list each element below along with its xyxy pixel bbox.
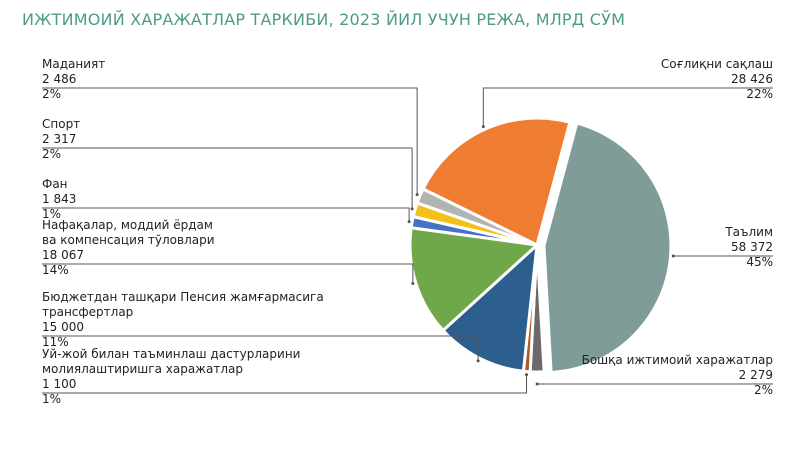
slice-label: Уй-жой билан таъминлаш дастурларини моли…	[42, 347, 300, 407]
leader-line	[42, 374, 528, 394]
percent-label: 2%	[42, 147, 62, 161]
pie-slice	[408, 226, 541, 333]
slice-label: Фан 1 843 1%	[42, 177, 76, 222]
leader-dot	[481, 125, 485, 129]
slice-label: Нафақалар, моддий ёрдам ва компенсация т…	[42, 218, 215, 278]
leader-dot	[671, 254, 675, 258]
leader-line	[42, 263, 414, 284]
leader-dot	[410, 207, 414, 211]
percent-label: 2%	[42, 87, 62, 101]
category-label: Бюджетдан ташқари Пенсия жамғармасига тр…	[42, 290, 324, 319]
pie-slice	[421, 116, 572, 248]
chart-title: ИЖТИМОИЙ ХАРАЖАТЛАР ТАРКИБИ, 2023 ЙИЛ УЧ…	[22, 10, 626, 29]
value-label: 18 067	[42, 248, 84, 262]
percent-label: 14%	[42, 263, 69, 277]
leader-dot	[407, 220, 411, 224]
slice-label: Маданият 2 486 2%	[42, 57, 105, 102]
category-label: Соғлиқни сақлаш	[660, 57, 773, 71]
leader-dot	[535, 382, 539, 386]
percent-label: 22%	[746, 87, 773, 101]
pie-slice	[542, 121, 673, 375]
value-label: 2 279	[738, 368, 773, 382]
pie-slice	[440, 241, 539, 373]
category-label: Бошқа ижтимоий харажатлар	[581, 353, 773, 367]
slice-label: Соғлиқни сақлаш 28 426 22%	[661, 57, 773, 102]
slice-label: Таълим 58 372 45%	[725, 225, 773, 270]
leader-line	[42, 207, 410, 222]
category-label: Спорт	[42, 117, 81, 131]
leader-dot	[411, 282, 415, 286]
leader-line	[42, 335, 479, 361]
value-label: 2 317	[42, 132, 77, 146]
percent-label: 2%	[753, 383, 773, 397]
category-label: Нафақалар, моддий ёрдам ва компенсация т…	[42, 218, 215, 247]
slice-label: Бошқа ижтимоий харажатлар 2 279 2%	[582, 353, 773, 398]
category-label: Маданият	[42, 57, 106, 71]
leader-dot	[415, 193, 419, 197]
value-label: 2 486	[42, 72, 77, 86]
category-label: Уй-жой билан таъминлаш дастурларини моли…	[42, 347, 301, 376]
percent-label: 11%	[42, 335, 69, 349]
value-label: 1 843	[42, 192, 77, 206]
leader-dot	[476, 359, 480, 363]
leader-line	[42, 147, 413, 209]
value-label: 58 372	[731, 240, 773, 254]
leader-line	[482, 87, 773, 127]
value-label: 1 100	[42, 377, 77, 391]
category-label: Фан	[42, 177, 68, 191]
slice-label: Бюджетдан ташқари Пенсия жамғармасига тр…	[42, 290, 324, 350]
percent-label: 1%	[42, 207, 62, 221]
value-label: 15 000	[42, 320, 84, 334]
leader-dot	[525, 373, 529, 377]
leader-line	[42, 87, 418, 195]
slice-label: Спорт 2 317 2%	[42, 117, 80, 162]
percent-label: 1%	[42, 392, 62, 406]
category-label: Таълим	[725, 225, 773, 239]
percent-label: 45%	[746, 255, 773, 269]
value-label: 28 426	[731, 72, 773, 86]
